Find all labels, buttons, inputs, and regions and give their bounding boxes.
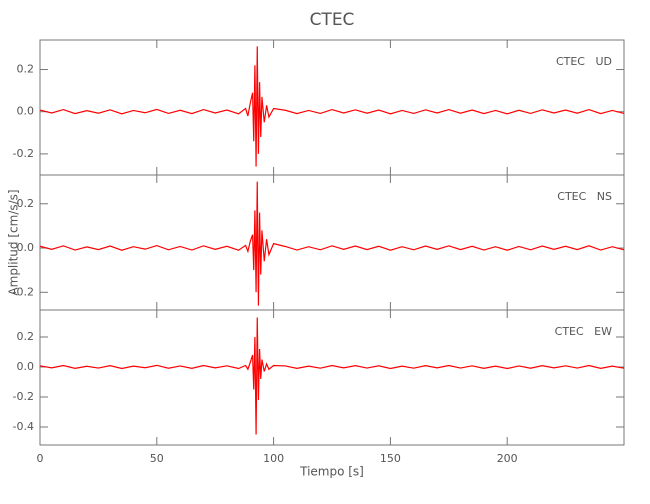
x-tick-label: 0 xyxy=(37,452,44,465)
x-axis-label: Tiempo [s] xyxy=(299,465,364,479)
station-label: CTEC UD xyxy=(556,55,612,68)
panel-frame xyxy=(39,309,625,446)
x-tick-label: 50 xyxy=(150,452,164,465)
y-tick-label: 0.2 xyxy=(17,330,35,343)
x-tick-label: 150 xyxy=(380,452,401,465)
y-tick-label: 0.0 xyxy=(17,360,35,373)
y-tick-label: 0.0 xyxy=(17,241,35,254)
y-tick-label: -0.4 xyxy=(13,420,34,433)
chart-title: CTEC xyxy=(310,10,355,30)
y-tick-label: 0.2 xyxy=(17,197,35,210)
y-tick-label: -0.2 xyxy=(13,285,34,298)
station-label: CTEC NS xyxy=(557,190,612,203)
y-tick-label: -0.2 xyxy=(13,147,34,160)
x-tick-label: 100 xyxy=(263,452,284,465)
y-tick-label: -0.2 xyxy=(13,390,34,403)
waveform xyxy=(39,181,625,306)
x-tick-label: 200 xyxy=(497,452,518,465)
y-axis-label: Amplitud [cm/s/s] xyxy=(7,189,21,295)
waveform xyxy=(39,46,625,167)
waveform xyxy=(39,317,625,435)
station-label: CTEC EW xyxy=(555,325,612,338)
y-tick-label: 0.0 xyxy=(17,105,35,118)
y-tick-label: 0.2 xyxy=(17,63,35,76)
